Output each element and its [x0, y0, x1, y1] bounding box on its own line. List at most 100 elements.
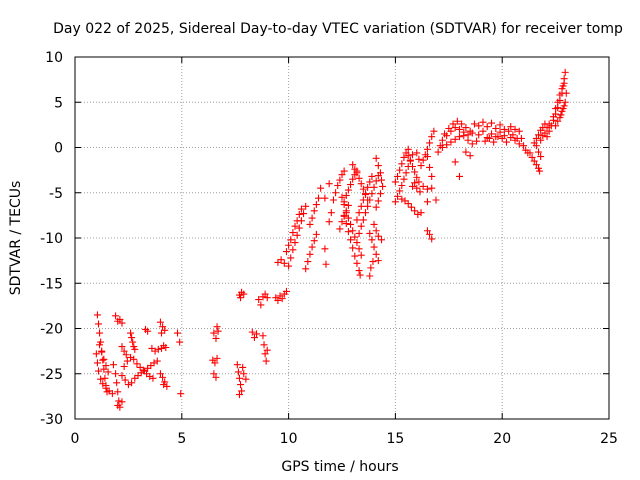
data-point [120, 363, 128, 371]
data-point [260, 341, 268, 349]
y-tick-label: -20 [40, 322, 63, 338]
data-point [451, 124, 459, 132]
data-point [115, 397, 123, 405]
data-point [520, 142, 528, 150]
data-point [351, 165, 359, 173]
data-point [372, 203, 380, 211]
data-point [312, 230, 320, 238]
x-axis-title: GPS time / hours [281, 459, 398, 475]
data-point [369, 258, 377, 266]
data-point [351, 252, 359, 260]
data-point [248, 328, 256, 336]
data-point [479, 118, 487, 126]
data-point [428, 184, 436, 192]
data-point [396, 166, 404, 174]
data-point [336, 225, 344, 233]
data-point [374, 232, 382, 240]
data-point [317, 184, 325, 192]
data-point [468, 140, 476, 148]
data-point [118, 319, 126, 327]
data-point [121, 376, 129, 384]
y-tick-label: 10 [45, 50, 63, 66]
data-point [160, 381, 168, 389]
data-point [356, 271, 364, 279]
data-point [515, 127, 523, 135]
data-point [372, 154, 380, 162]
data-point [458, 120, 466, 128]
data-point [426, 230, 434, 238]
data-point [99, 380, 107, 388]
data-point [507, 134, 515, 142]
data-point [470, 120, 478, 128]
data-point [492, 124, 500, 132]
data-point [325, 218, 333, 226]
data-point [344, 214, 352, 222]
data-point [312, 201, 320, 209]
data-point [159, 323, 167, 331]
data-point [274, 296, 282, 304]
data-point [402, 169, 410, 177]
data-point [515, 140, 523, 148]
data-point [490, 138, 498, 146]
data-point [133, 360, 141, 368]
data-point [277, 256, 285, 264]
data-point [359, 216, 367, 224]
data-point [158, 329, 166, 337]
data-point [124, 381, 132, 389]
data-point [340, 198, 348, 206]
data-points [92, 68, 570, 411]
data-point [443, 141, 451, 149]
data-point [430, 127, 438, 135]
data-point [406, 157, 414, 165]
data-point [488, 130, 496, 138]
data-point [372, 177, 380, 185]
data-point [357, 180, 365, 188]
x-tick-label: 10 [280, 431, 298, 447]
data-point [423, 145, 431, 153]
data-point [355, 209, 363, 217]
data-point [289, 229, 297, 237]
data-point [374, 257, 382, 265]
data-point [530, 139, 538, 147]
data-point [347, 181, 355, 189]
data-point [255, 296, 263, 304]
data-point [149, 374, 157, 382]
data-point [447, 127, 455, 135]
data-point [308, 243, 316, 251]
data-point [451, 158, 459, 166]
x-tick-label: 25 [600, 431, 618, 447]
data-point [500, 125, 508, 133]
data-point [122, 351, 130, 359]
data-point [361, 191, 369, 199]
data-point [468, 129, 476, 137]
data-point [398, 160, 406, 168]
data-point [329, 196, 337, 204]
data-point [462, 124, 470, 132]
data-point [253, 330, 261, 338]
data-point [368, 172, 376, 180]
data-point [449, 120, 457, 128]
data-point [357, 222, 365, 230]
data-point [556, 91, 564, 99]
data-point [310, 207, 318, 215]
data-point [239, 363, 247, 371]
data-point [416, 188, 424, 196]
y-tick-label: -15 [40, 276, 63, 292]
data-point [118, 372, 126, 380]
data-point [370, 243, 378, 251]
data-point [306, 220, 314, 228]
data-point [364, 183, 372, 191]
x-tick-label: 0 [71, 431, 80, 447]
data-point [537, 153, 545, 161]
data-point [94, 320, 102, 328]
data-point [511, 136, 519, 144]
data-point [174, 329, 182, 337]
data-point [498, 134, 506, 142]
data-point [404, 152, 412, 160]
data-point [310, 237, 318, 245]
data-point [391, 198, 399, 206]
data-point [278, 295, 286, 303]
data-point [263, 346, 271, 354]
data-point [97, 375, 105, 383]
data-point [212, 373, 220, 381]
